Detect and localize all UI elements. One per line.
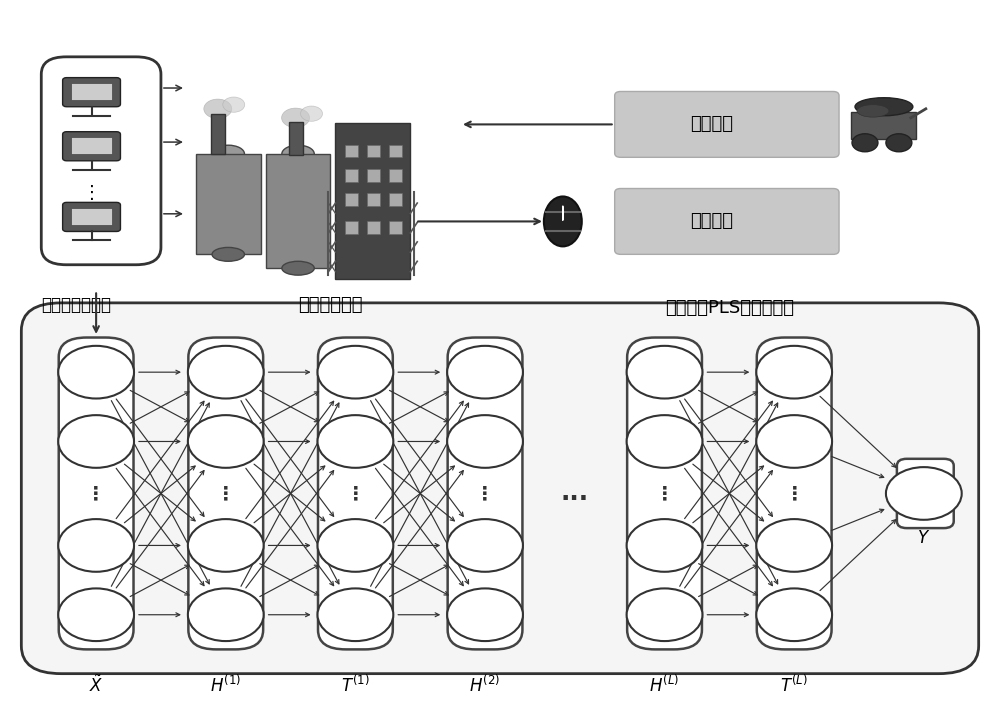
Bar	[71, 83, 112, 100]
Circle shape	[58, 346, 134, 399]
FancyBboxPatch shape	[757, 338, 832, 649]
Ellipse shape	[857, 105, 889, 117]
Bar	[389, 193, 402, 206]
Bar	[196, 154, 261, 254]
Circle shape	[188, 519, 264, 571]
Text: ⋮: ⋮	[346, 484, 365, 503]
Circle shape	[447, 346, 523, 399]
Text: ...: ...	[561, 482, 589, 505]
Bar	[289, 122, 303, 155]
Bar	[367, 169, 380, 182]
Ellipse shape	[544, 197, 582, 246]
Text: $T^{(1)}$: $T^{(1)}$	[341, 675, 370, 696]
Circle shape	[58, 519, 134, 571]
FancyBboxPatch shape	[318, 338, 393, 649]
Bar	[345, 221, 358, 234]
Circle shape	[188, 346, 264, 399]
Circle shape	[756, 415, 832, 468]
Bar	[266, 154, 330, 268]
Circle shape	[447, 415, 523, 468]
Bar	[345, 193, 358, 206]
Ellipse shape	[212, 145, 244, 163]
FancyBboxPatch shape	[41, 57, 161, 265]
Bar	[851, 112, 916, 138]
Bar	[345, 145, 358, 157]
Circle shape	[58, 588, 134, 641]
Text: $T^{(L)}$: $T^{(L)}$	[780, 675, 808, 696]
FancyBboxPatch shape	[59, 338, 134, 649]
Text: 工业原料: 工业原料	[690, 115, 733, 133]
Text: 复杂工业过程: 复杂工业过程	[298, 296, 363, 314]
Text: ⋮: ⋮	[83, 184, 101, 202]
Text: 过程变量标准化: 过程变量标准化	[41, 296, 111, 314]
Text: ⋮: ⋮	[216, 484, 236, 503]
Circle shape	[447, 519, 523, 571]
Bar	[389, 221, 402, 234]
Text: ⋮: ⋮	[86, 484, 106, 503]
Circle shape	[886, 467, 962, 519]
Ellipse shape	[282, 261, 314, 275]
Ellipse shape	[855, 98, 913, 116]
Circle shape	[886, 134, 912, 152]
FancyBboxPatch shape	[63, 202, 120, 232]
Text: ⋮: ⋮	[655, 484, 674, 503]
Text: $H^{(L)}$: $H^{(L)}$	[649, 675, 680, 696]
FancyBboxPatch shape	[627, 338, 702, 649]
FancyBboxPatch shape	[897, 459, 954, 528]
Text: $H^{(1)}$: $H^{(1)}$	[210, 675, 241, 696]
Circle shape	[627, 588, 702, 641]
Circle shape	[318, 346, 393, 399]
Circle shape	[447, 588, 523, 641]
Text: ⋮: ⋮	[784, 484, 804, 503]
Text: 深度随朿PLS软测量模型: 深度随朿PLS软测量模型	[665, 299, 794, 317]
Circle shape	[204, 99, 232, 119]
Circle shape	[627, 346, 702, 399]
Circle shape	[756, 519, 832, 571]
Bar	[335, 123, 410, 279]
Bar	[367, 221, 380, 234]
Bar	[367, 145, 380, 157]
Circle shape	[223, 97, 245, 112]
FancyBboxPatch shape	[188, 338, 263, 649]
FancyBboxPatch shape	[615, 189, 839, 254]
Circle shape	[318, 519, 393, 571]
Circle shape	[852, 134, 878, 152]
Circle shape	[188, 588, 264, 641]
FancyBboxPatch shape	[21, 303, 979, 674]
Text: $Y$: $Y$	[917, 529, 930, 548]
Circle shape	[627, 415, 702, 468]
Ellipse shape	[212, 247, 244, 261]
Circle shape	[756, 346, 832, 399]
Text: $H^{(2)}$: $H^{(2)}$	[469, 675, 501, 696]
FancyBboxPatch shape	[63, 78, 120, 107]
Bar	[389, 169, 402, 182]
Circle shape	[188, 415, 264, 468]
Circle shape	[756, 588, 832, 641]
Circle shape	[301, 106, 322, 121]
Bar	[345, 169, 358, 182]
Bar	[71, 137, 112, 154]
Bar	[389, 145, 402, 157]
Text: ⋮: ⋮	[475, 484, 495, 503]
Circle shape	[627, 519, 702, 571]
Circle shape	[58, 415, 134, 468]
Circle shape	[318, 415, 393, 468]
FancyBboxPatch shape	[615, 91, 839, 157]
Text: 工业产品: 工业产品	[690, 213, 733, 230]
Circle shape	[318, 588, 393, 641]
FancyBboxPatch shape	[63, 132, 120, 161]
Text: $\tilde{X}$: $\tilde{X}$	[89, 675, 103, 696]
Bar	[211, 114, 225, 154]
Circle shape	[282, 108, 310, 128]
Bar	[71, 208, 112, 225]
Bar	[367, 193, 380, 206]
FancyBboxPatch shape	[448, 338, 522, 649]
Ellipse shape	[282, 145, 314, 163]
